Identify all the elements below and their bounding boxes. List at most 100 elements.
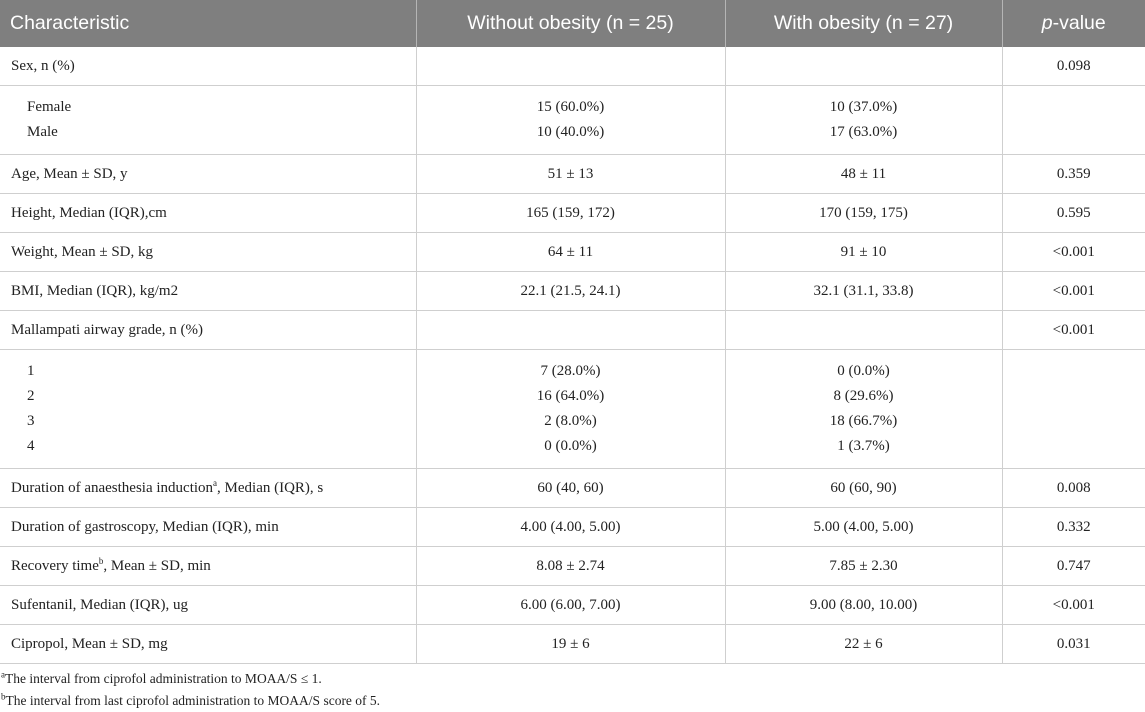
group-p — [1002, 85, 1145, 155]
table-row: Age, Mean ± SD, y 51 ± 13 48 ± 11 0.359 — [0, 154, 1145, 194]
footnote-b: bThe interval from last ciprofol adminis… — [0, 690, 1145, 712]
cell-without: 165 (159, 172) — [416, 193, 726, 233]
cell-with — [725, 310, 1003, 350]
cell-with: 7.85 ± 2.30 — [725, 546, 1003, 586]
table-row: Weight, Mean ± SD, kg 64 ± 11 91 ± 10 <0… — [0, 232, 1145, 272]
group-label: 1 — [27, 363, 35, 379]
row-label-text: , Median (IQR), s — [217, 479, 324, 496]
row-label: Age, Mean ± SD, y — [0, 154, 417, 194]
group-p — [1002, 349, 1145, 469]
header-without-obesity: Without obesity (n = 25) — [416, 0, 726, 47]
group-value: 17 (63.0%) — [829, 124, 898, 140]
group-value: 10 (40.0%) — [536, 124, 605, 140]
group-value: 8 (29.6%) — [833, 388, 894, 404]
group-label: Female — [27, 99, 72, 115]
group-value: 2 (8.0%) — [544, 413, 597, 429]
group-with: 0 (0.0%) 8 (29.6%) 18 (66.7%) 1 (3.7%) — [725, 349, 1003, 469]
footnote-text: The interval from last ciprofol administ… — [5, 693, 381, 708]
table-row: Height, Median (IQR),cm 165 (159, 172) 1… — [0, 193, 1145, 233]
table-row: BMI, Median (IQR), kg/m2 22.1 (21.5, 24.… — [0, 271, 1145, 311]
footnote-mark: a — [1, 669, 5, 680]
row-label: BMI, Median (IQR), kg/m2 — [0, 271, 417, 311]
cell-p: 0.332 — [1002, 507, 1145, 547]
cell-without: 8.08 ± 2.74 — [416, 546, 726, 586]
footnote-mark: b — [98, 555, 104, 566]
cell-p: <0.001 — [1002, 271, 1145, 311]
cell-with: 48 ± 11 — [725, 154, 1003, 194]
footnotes: aThe interval from ciprofol administrati… — [0, 664, 1145, 712]
group-without: 7 (28.0%) 16 (64.0%) 2 (8.0%) 0 (0.0%) — [416, 349, 726, 469]
header-characteristic: Characteristic — [0, 0, 417, 47]
cell-without: 6.00 (6.00, 7.00) — [416, 585, 726, 625]
header-p-italic: p — [1041, 12, 1053, 34]
row-label: Mallampati airway grade, n (%) — [0, 310, 417, 350]
cell-p: <0.001 — [1002, 585, 1145, 625]
group-label: 2 — [27, 388, 35, 404]
cell-with: 170 (159, 175) — [725, 193, 1003, 233]
cell-with: 5.00 (4.00, 5.00) — [725, 507, 1003, 547]
cell-without — [416, 310, 726, 350]
table-row-group: 1 2 3 4 7 (28.0%) 16 (64.0%) 2 (8.0%) 0 … — [0, 349, 1145, 469]
cell-p: 0.008 — [1002, 468, 1145, 508]
footnote-mark: a — [213, 477, 218, 488]
table-row: Sufentanil, Median (IQR), ug 6.00 (6.00,… — [0, 585, 1145, 625]
cell-without: 60 (40, 60) — [416, 468, 726, 508]
cell-with: 9.00 (8.00, 10.00) — [725, 585, 1003, 625]
cell-p: <0.001 — [1002, 232, 1145, 272]
row-label-text: Duration of anaesthesia induction — [11, 479, 214, 496]
cell-with: 91 ± 10 — [725, 232, 1003, 272]
row-label: Weight, Mean ± SD, kg — [0, 232, 417, 272]
cell-without: 51 ± 13 — [416, 154, 726, 194]
group-value: 18 (66.7%) — [829, 413, 898, 429]
cell-p: <0.001 — [1002, 310, 1145, 350]
row-label: Cipropol, Mean ± SD, mg — [0, 624, 417, 664]
cell-without: 19 ± 6 — [416, 624, 726, 664]
group-label: Male — [27, 124, 58, 140]
group-value: 1 (3.7%) — [837, 438, 890, 454]
header-row: Characteristic Without obesity (n = 25) … — [0, 0, 1145, 47]
group-without: 15 (60.0%) 10 (40.0%) — [416, 85, 726, 155]
group-label: 3 — [27, 413, 35, 429]
group-value: 0 (0.0%) — [544, 438, 597, 454]
group-labels: 1 2 3 4 — [0, 349, 417, 469]
row-label: Sufentanil, Median (IQR), ug — [0, 585, 417, 625]
header-p-rest: -value — [1052, 12, 1106, 34]
footnote-a: aThe interval from ciprofol administrati… — [0, 668, 1145, 690]
table-row: Recovery timeb, Mean ± SD, min 8.08 ± 2.… — [0, 546, 1145, 586]
table-row: Cipropol, Mean ± SD, mg 19 ± 6 22 ± 6 0.… — [0, 624, 1145, 664]
row-label: Recovery timeb, Mean ± SD, min — [0, 546, 417, 586]
row-label: Duration of anaesthesia inductiona, Medi… — [0, 468, 417, 508]
cell-p: 0.747 — [1002, 546, 1145, 586]
row-label: Duration of gastroscopy, Median (IQR), m… — [0, 507, 417, 547]
row-label-text: Recovery time — [11, 557, 99, 574]
group-labels: Female Male — [0, 85, 417, 155]
cell-p: 0.359 — [1002, 154, 1145, 194]
table-row: Sex, n (%) 0.098 — [0, 47, 1145, 86]
cell-p: 0.098 — [1002, 47, 1145, 86]
cell-without: 4.00 (4.00, 5.00) — [416, 507, 726, 547]
group-label: 4 — [27, 438, 35, 454]
cell-without — [416, 47, 726, 86]
group-with: 10 (37.0%) 17 (63.0%) — [725, 85, 1003, 155]
row-label-text: , Mean ± SD, min — [103, 557, 211, 574]
cell-with: 60 (60, 90) — [725, 468, 1003, 508]
cell-without: 64 ± 11 — [416, 232, 726, 272]
cell-with — [725, 47, 1003, 86]
table-row: Duration of anaesthesia inductiona, Medi… — [0, 468, 1145, 508]
header-with-obesity: With obesity (n = 27) — [725, 0, 1003, 47]
row-label: Height, Median (IQR),cm — [0, 193, 417, 233]
table-row-group: Female Male 15 (60.0%) 10 (40.0%) 10 (37… — [0, 85, 1145, 155]
table-row: Mallampati airway grade, n (%) <0.001 — [0, 310, 1145, 350]
group-value: 15 (60.0%) — [536, 99, 605, 115]
table-row: Duration of gastroscopy, Median (IQR), m… — [0, 507, 1145, 547]
cell-with: 32.1 (31.1, 33.8) — [725, 271, 1003, 311]
cell-without: 22.1 (21.5, 24.1) — [416, 271, 726, 311]
cell-with: 22 ± 6 — [725, 624, 1003, 664]
group-value: 10 (37.0%) — [829, 99, 898, 115]
cell-p: 0.595 — [1002, 193, 1145, 233]
group-value: 0 (0.0%) — [837, 363, 890, 379]
footnote-text: The interval from ciprofol administratio… — [5, 671, 322, 686]
group-value: 16 (64.0%) — [536, 388, 605, 404]
group-value: 7 (28.0%) — [540, 363, 601, 379]
cell-p: 0.031 — [1002, 624, 1145, 664]
